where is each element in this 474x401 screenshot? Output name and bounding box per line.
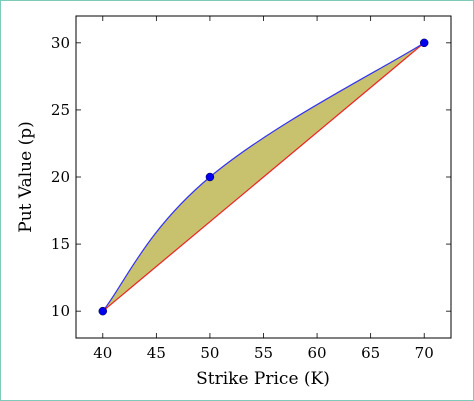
- y-tick-label: 10: [51, 302, 70, 320]
- y-tick-label: 25: [51, 101, 70, 119]
- x-tick-label: 60: [308, 344, 327, 362]
- x-axis-label: Strike Price (K): [196, 369, 330, 389]
- data-point-marker: [98, 306, 108, 316]
- x-tick-label: 70: [415, 344, 434, 362]
- x-tick-label: 65: [361, 344, 380, 362]
- y-tick-label: 20: [51, 168, 70, 186]
- y-axis-label: Put Value (p): [16, 121, 36, 232]
- x-tick-label: 55: [254, 344, 273, 362]
- x-tick-label: 40: [93, 344, 112, 362]
- y-tick-label: 15: [51, 235, 70, 253]
- x-tick-label: 45: [147, 344, 166, 362]
- data-point-marker: [205, 172, 215, 182]
- series-line-linear: [102, 42, 425, 312]
- y-tick-label: 30: [51, 34, 70, 52]
- x-tick-label: 50: [200, 344, 219, 362]
- data-point-marker: [419, 38, 429, 48]
